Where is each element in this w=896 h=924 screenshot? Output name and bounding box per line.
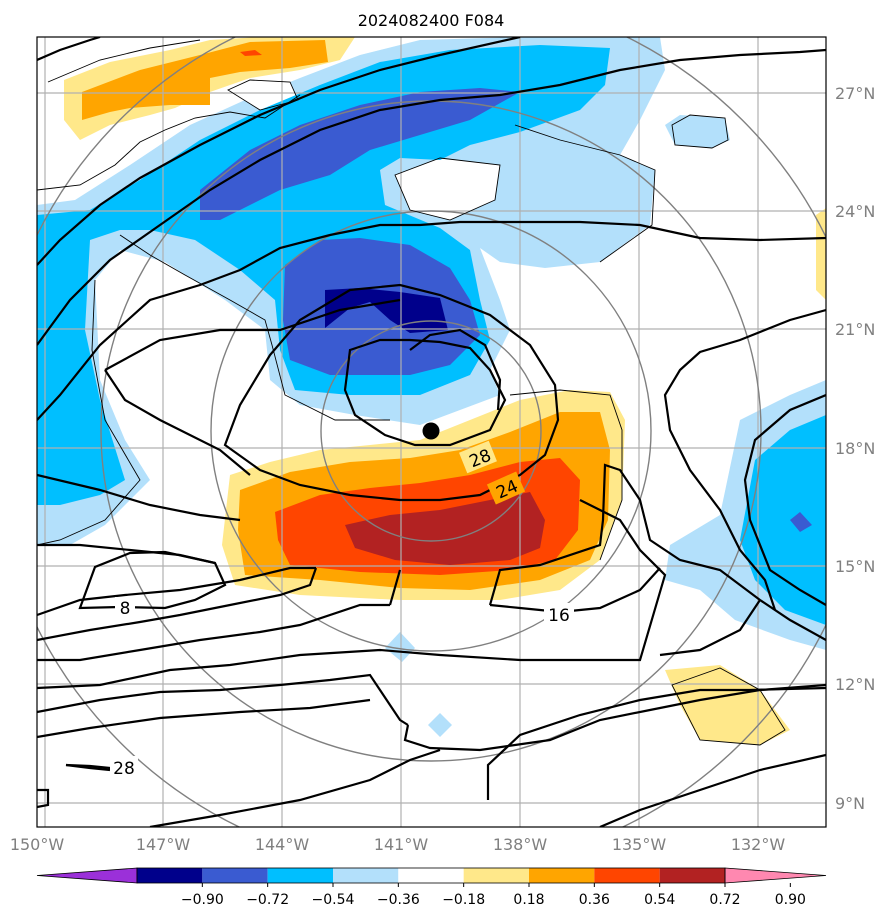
colorbar-segment	[659, 868, 725, 883]
colorbar-segment	[137, 868, 203, 883]
lat-label-15n: 15°N	[835, 557, 875, 576]
lon-label-141w: 141°W	[374, 835, 429, 854]
graticule	[37, 37, 826, 827]
colorbar-segment	[529, 868, 595, 883]
lon-label-150w: 150°W	[10, 835, 65, 854]
map-frame	[36, 36, 827, 828]
colorbar-tick-label: 0.54	[644, 892, 675, 908]
colorbar-tick-label: −0.36	[377, 892, 420, 908]
colorbar-tick-label: 0.18	[513, 892, 544, 908]
lon-label-147w: 147°W	[136, 835, 191, 854]
colorbar-outline	[136, 867, 726, 884]
lat-label-18n: 18°N	[835, 439, 875, 458]
colorbar-tick-label: −0.18	[442, 892, 485, 908]
storm-center-marker	[422, 422, 440, 440]
lat-label-9n: 9°N	[835, 794, 865, 813]
latitude-axis: 27°N 24°N 21°N 18°N 15°N 12°N 9°N	[835, 84, 875, 813]
colorbar-extend-low	[36, 867, 138, 884]
lon-label-135w: 135°W	[612, 835, 667, 854]
map-title: 2024082400 F084	[358, 11, 505, 30]
lon-label-132w: 132°W	[731, 835, 786, 854]
colorbar-extend-high	[724, 867, 827, 884]
thin-contours	[37, 39, 786, 746]
colorbar-segment	[202, 868, 268, 883]
lat-label-24n: 24°N	[835, 202, 875, 221]
colorbar-segment	[463, 868, 529, 883]
contour-label-16: 16	[548, 606, 570, 626]
lon-label-138w: 138°W	[493, 835, 548, 854]
contour-label-8: 8	[120, 599, 131, 619]
colorbar: −0.90 −0.72 −0.54 −0.36 −0.18 0.18 0.36 0.54 0.7…	[36, 867, 827, 908]
colorbar-segment	[267, 868, 333, 883]
lat-label-21n: 21°N	[835, 320, 875, 339]
colorbar-tick-label: 0.90	[775, 892, 806, 908]
contour-label-28-southwest: 28	[113, 759, 135, 779]
thick-contours	[37, 37, 826, 827]
colorbar-tick-label: 0.36	[579, 892, 610, 908]
lat-label-12n: 12°N	[835, 675, 875, 694]
colorbar-tick-label: −0.54	[312, 892, 355, 908]
colorbar-tick-label: −0.72	[246, 892, 289, 908]
lat-label-27n: 27°N	[835, 84, 875, 103]
lon-label-144w: 144°W	[255, 835, 310, 854]
map-panel: 28 24 16 8 28	[37, 37, 826, 827]
colorbar-segment	[398, 868, 464, 883]
colorbar-tick-label: −0.90	[181, 892, 224, 908]
longitude-axis: 150°W 147°W 144°W 141°W 138°W 135°W 132°…	[10, 835, 786, 854]
dark-red-shading	[345, 492, 545, 565]
colorbar-segment	[594, 868, 660, 883]
colorbar-segment	[333, 868, 399, 883]
colorbar-tick-label: 0.72	[709, 892, 740, 908]
